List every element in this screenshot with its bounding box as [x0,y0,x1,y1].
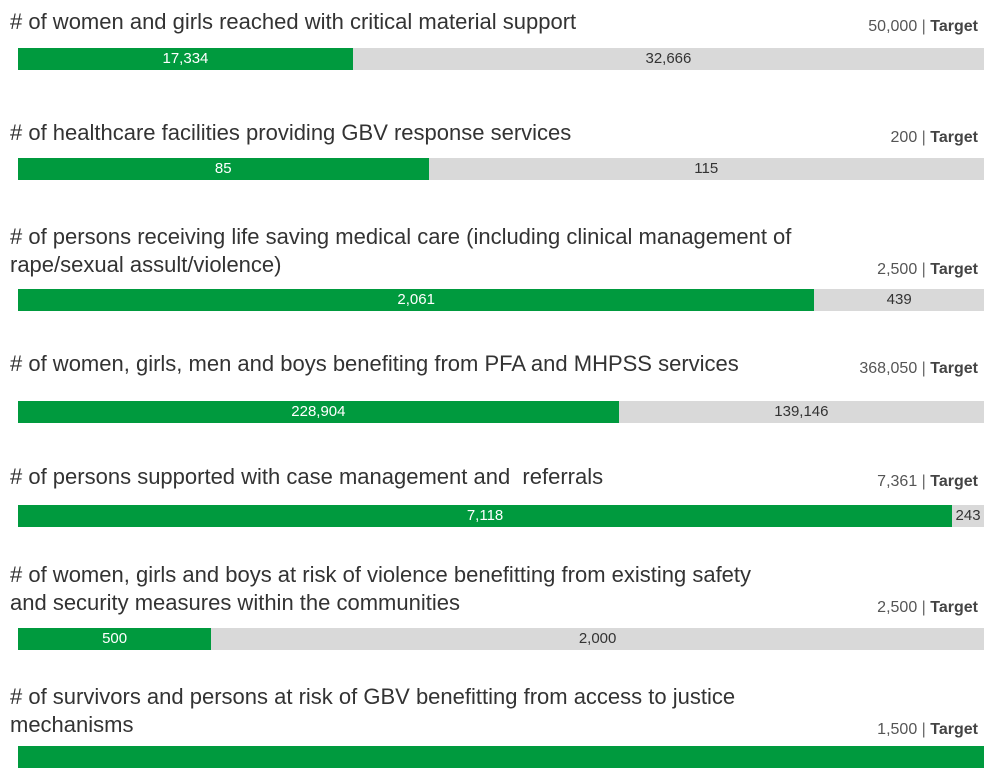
separator: | [921,360,926,377]
target-word: Target [930,721,978,738]
separator: | [921,599,926,616]
title-line: # of women, girls, men and boys benefiti… [10,351,739,376]
achieved-bar: 228,904 [18,401,619,423]
remaining-bar: 32,666 [352,48,984,70]
target-label: 1,500 | Target [877,721,978,739]
remaining-bar: 243 [952,505,984,527]
target-label: 2,500 | Target [877,261,978,279]
indicator-title: # of women and girls reached with critic… [10,8,576,36]
target-word: Target [930,18,978,35]
title-line: # of persons receiving life saving medic… [10,224,792,249]
title-line: # of survivors and persons at risk of GB… [10,684,736,709]
target-value: 200 [890,129,918,146]
separator: | [921,473,926,490]
title-line: # of persons supported with case managem… [10,464,604,489]
remaining-bar: 115 [428,158,984,180]
separator: | [921,18,926,35]
target-word: Target [930,599,978,616]
target-word: Target [930,360,978,377]
separator: | [921,261,926,278]
remaining-bar: 139,146 [618,401,984,423]
target-value: 50,000 [868,18,918,35]
title-line: # of women and girls reached with critic… [10,9,577,34]
target-value: 2,500 [877,261,918,278]
indicator-title: # of healthcare facilities providing GBV… [10,119,571,147]
indicator-title: # of persons receiving life saving medic… [10,223,791,279]
indicator-title: # of survivors and persons at risk of GB… [10,683,735,739]
achieved-bar: 500 [18,628,212,650]
title-line: # of healthcare facilities providing GBV… [10,120,572,145]
remaining-bar: 439 [814,289,984,311]
title-line: and security measures within the communi… [10,590,460,615]
indicator-title: # of women, girls, men and boys benefiti… [10,350,739,378]
target-word: Target [930,261,978,278]
title-line: # of women, girls and boys at risk of vi… [10,562,752,587]
target-word: Target [930,129,978,146]
achieved-bar: 17,334 [18,48,353,70]
target-word: Target [930,473,978,490]
target-value: 368,050 [859,360,918,377]
indicator-title: # of persons supported with case managem… [10,463,603,491]
title-line: rape/sexual assult/violence) [10,252,282,277]
achieved-bar: 2,061 [18,289,815,311]
target-value: 7,361 [877,473,918,490]
achieved-bar: 85 [18,158,429,180]
remaining-bar: 2,000 [211,628,984,650]
target-label: 7,361 | Target [877,473,978,491]
target-value: 2,500 [877,599,918,616]
target-label: 368,050 | Target [859,360,978,378]
target-label: 2,500 | Target [877,599,978,617]
title-line: mechanisms [10,712,134,737]
separator: | [921,129,926,146]
separator: | [921,721,926,738]
achieved-bar: 7,118 [18,505,953,527]
target-label: 200 | Target [891,129,978,147]
achieved-bar: 3,685 [18,746,984,768]
target-label: 50,000 | Target [868,18,978,36]
indicator-title: # of women, girls and boys at risk of vi… [10,561,751,617]
target-value: 1,500 [877,721,918,738]
